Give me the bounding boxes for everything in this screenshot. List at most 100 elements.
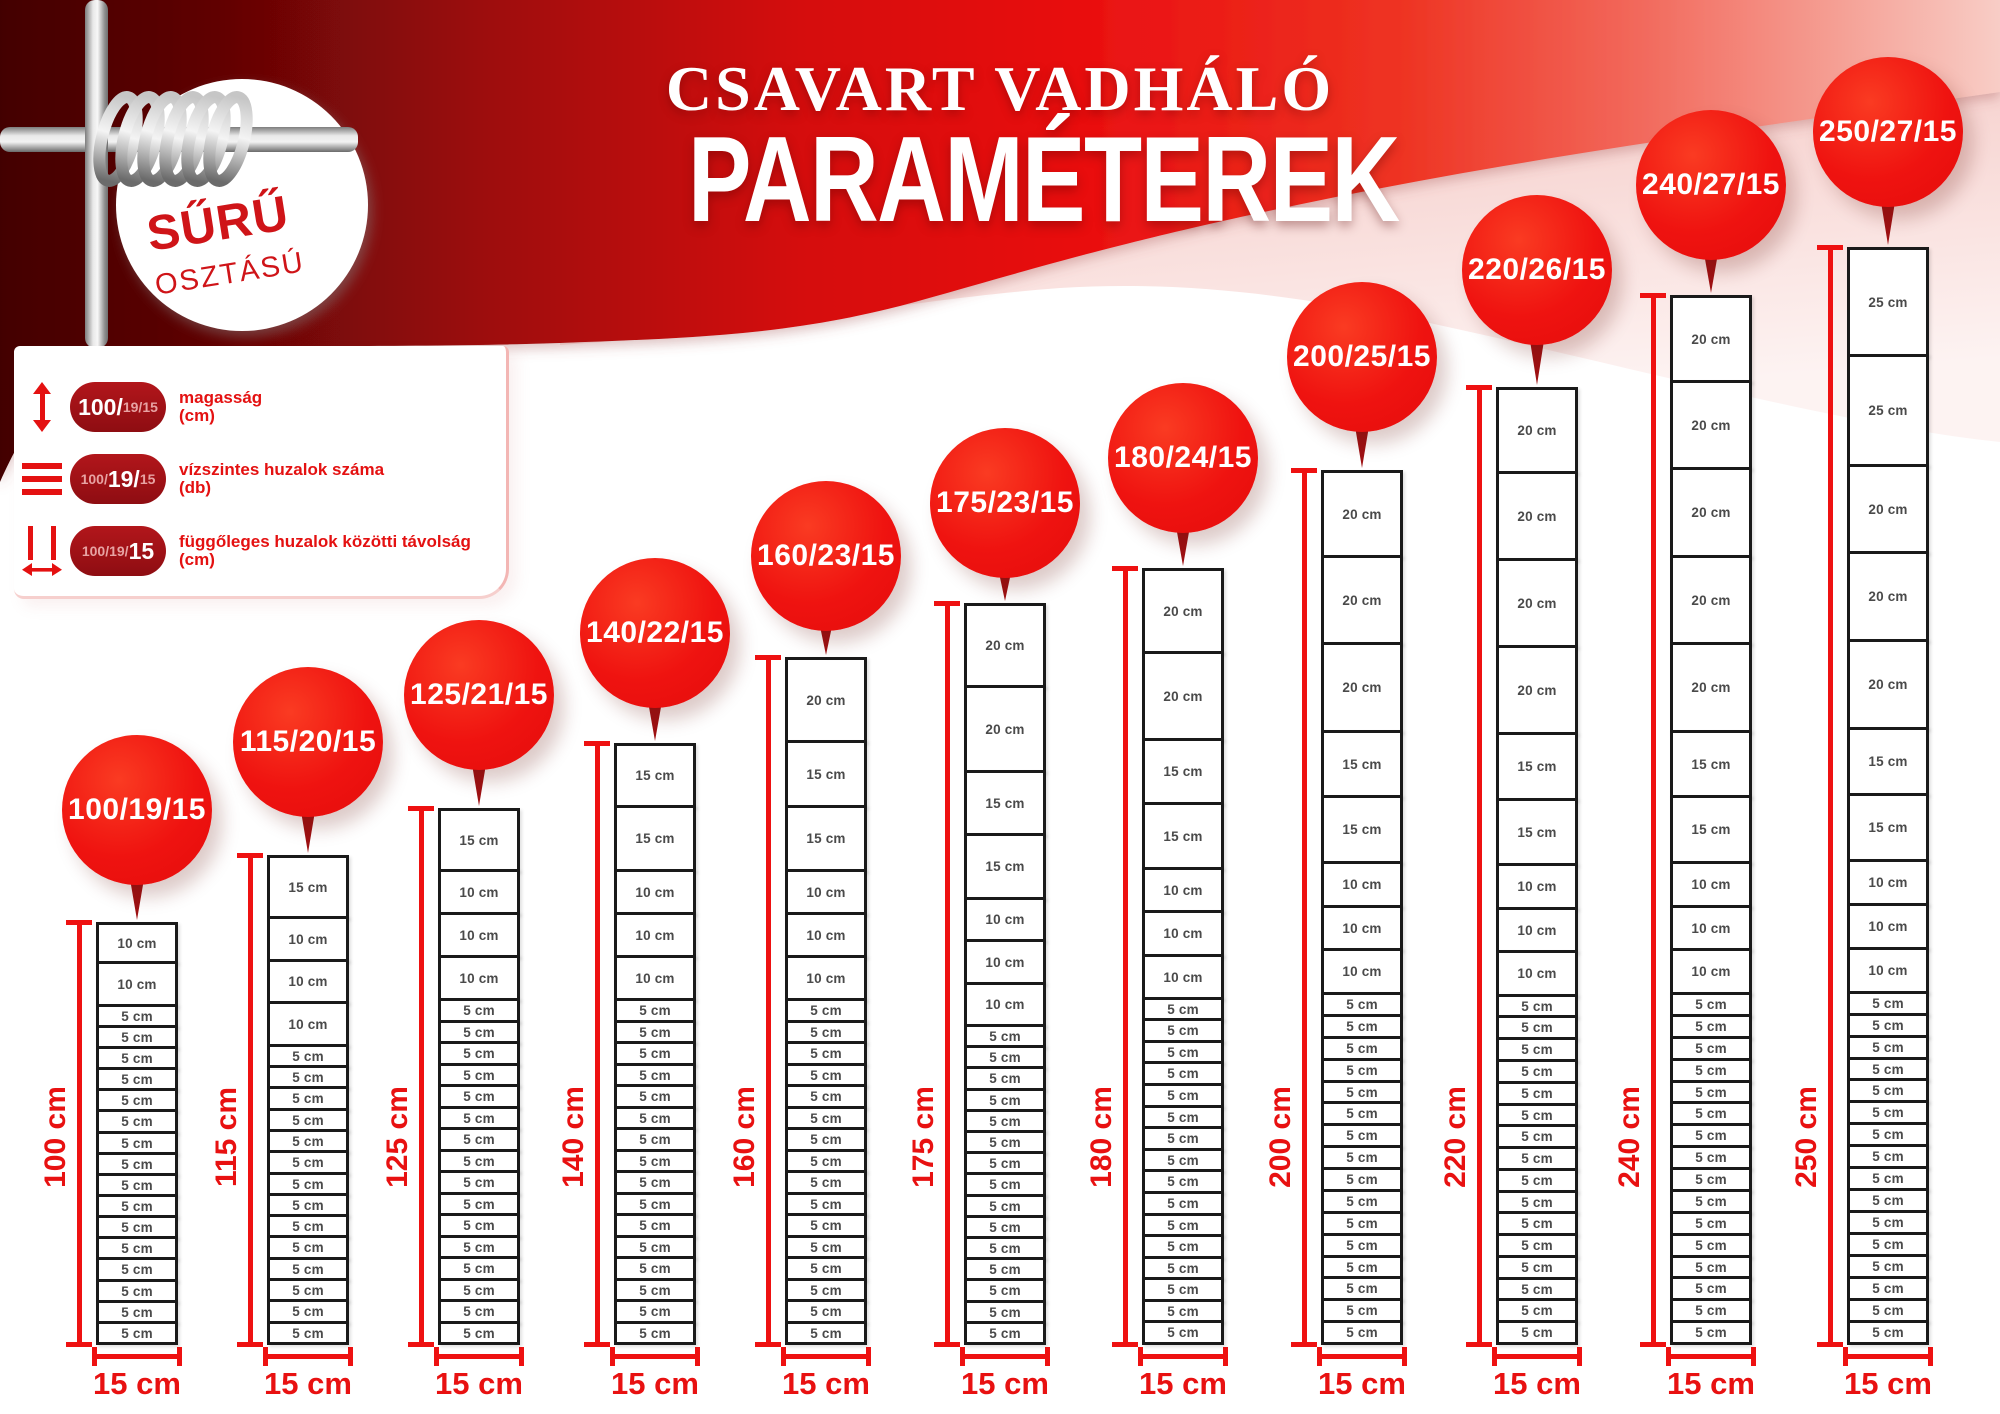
height-label: 115 cm [210, 1086, 243, 1188]
segment-box: 5 cm [267, 1193, 349, 1217]
height-measure-cap-top [1466, 385, 1492, 390]
segment-box: 20 cm [1142, 568, 1224, 654]
segment-box: 10 cm [1142, 867, 1224, 913]
segment-box: 5 cm [1847, 1276, 1929, 1301]
height-measure-cap-top [237, 853, 263, 858]
segment-box: 20 cm [1496, 558, 1578, 648]
segment-box: 10 cm [964, 939, 1046, 985]
segment-box: 5 cm [1321, 1167, 1403, 1192]
width-measure-cap-left [960, 1347, 965, 1366]
segment-box: 5 cm [1670, 1167, 1752, 1192]
width-measure-line [263, 1354, 353, 1359]
height-measure-cap-top [408, 806, 434, 811]
legend-label-text: magasság [179, 387, 263, 407]
segment-box: 10 cm [438, 955, 520, 1001]
parameter-balloon: 240/27/15 [1636, 110, 1786, 260]
segment-box: 15 cm [614, 743, 696, 808]
fence-column: 20 cm 20 cm 20 cm 15 cm 15 cm 10 cm 10 cm 10 cm… [1321, 470, 1403, 1345]
segment-box: 10 cm [614, 955, 696, 1001]
width-measure-cap-right [348, 1347, 353, 1366]
segment-box: 5 cm [1496, 1168, 1578, 1193]
segment-box: 5 cm [438, 998, 520, 1023]
segment-box: 10 cm [1321, 948, 1403, 995]
height-measure-line [766, 657, 771, 1345]
segment-box: 10 cm [96, 922, 178, 964]
segment-box: 20 cm [1670, 555, 1752, 645]
height-measure-line [1477, 387, 1482, 1345]
segment-box: 20 cm [1142, 651, 1224, 741]
height-measure-cap-top [755, 655, 781, 660]
height-label: 175 cm [907, 1086, 940, 1188]
parameter-balloon: 160/23/15 [751, 481, 901, 631]
pill-part: 15 [128, 537, 155, 564]
width-measure-line [1843, 1354, 1933, 1359]
segment-box: 5 cm [96, 1004, 178, 1028]
segment-box: 15 cm [1496, 732, 1578, 801]
segment-box: 20 cm [1321, 470, 1403, 558]
width-label: 15 cm [435, 1366, 523, 1401]
segment-box: 5 cm [614, 1256, 696, 1281]
legend-box: 100/19/15 magasság (cm) 100/19/15 vízszi… [14, 346, 509, 599]
segment-box: 10 cm [1847, 947, 1929, 994]
height-measure-cap-bottom [1466, 1342, 1492, 1347]
segment-box: 5 cm [1670, 1298, 1752, 1323]
segment-box: 5 cm [964, 1045, 1046, 1069]
segment-box: 25 cm [1847, 247, 1929, 357]
pill-part: 100/ [80, 471, 108, 487]
segment-box: 10 cm [1321, 905, 1403, 951]
width-measure-cap-right [1928, 1347, 1933, 1366]
width-label: 15 cm [1844, 1366, 1932, 1401]
segment-box: 10 cm [1142, 954, 1224, 1000]
segment-box: 20 cm [1496, 471, 1578, 561]
width-measure-cap-left [1138, 1347, 1143, 1366]
segment-box: 20 cm [1321, 642, 1403, 733]
height-measure-cap-top [66, 920, 92, 925]
height-measure-line [419, 808, 424, 1345]
segment-box: 5 cm [1321, 1255, 1403, 1279]
segment-box: 5 cm [785, 1321, 867, 1345]
width-measure-line [1666, 1354, 1756, 1359]
segment-box: 15 cm [1847, 793, 1929, 862]
segment-box: 5 cm [438, 1106, 520, 1130]
segment-box: 5 cm [785, 1149, 867, 1173]
height-measure-cap-top [1112, 566, 1138, 571]
segment-box: 20 cm [1496, 645, 1578, 735]
height-measure-cap-bottom [66, 1342, 92, 1347]
width-measure-cap-left [263, 1347, 268, 1366]
segment-box: 15 cm [785, 740, 867, 808]
legend-label-text: vízszintes huzalok száma [179, 459, 385, 479]
pill-part: 15 [139, 471, 156, 487]
segment-box: 5 cm [1496, 1320, 1578, 1345]
segment-box: 5 cm [1321, 1320, 1403, 1345]
segment-box: 10 cm [614, 869, 696, 915]
segment-box: 5 cm [1670, 1233, 1752, 1258]
legend-row-wire-count: 100/19/15 vízszintes huzalok száma (db) [14, 450, 506, 508]
pill-part: 100/19/ [81, 543, 129, 559]
segment-box: 15 cm [267, 855, 349, 919]
legend-pill-wire-count: 100/19/15 [70, 454, 166, 504]
segment-box: 10 cm [614, 912, 696, 958]
width-measure-line [1492, 1354, 1582, 1359]
segment-box: 15 cm [1496, 798, 1578, 866]
segment-box: 15 cm [1142, 802, 1224, 870]
segment-box: 10 cm [1142, 910, 1224, 957]
segment-box: 5 cm [1142, 1320, 1224, 1345]
segment-box: 5 cm [1496, 1103, 1578, 1127]
fence-column: 20 cm 15 cm 15 cm 10 cm 10 cm 10 cm 5 cm 5 cm 5 … [785, 657, 867, 1345]
parameter-balloon: 200/25/15 [1287, 282, 1437, 432]
height-label: 160 cm [728, 1086, 761, 1188]
width-label: 15 cm [1139, 1366, 1227, 1401]
fence-column: 20 cm 20 cm 15 cm 15 cm 10 cm 10 cm 10 cm 5 cm 5… [1142, 568, 1224, 1345]
width-measure-cap-left [610, 1347, 615, 1366]
width-measure-line [92, 1354, 182, 1359]
segment-box: 5 cm [438, 1084, 520, 1109]
segment-box: 5 cm [1321, 1189, 1403, 1214]
legend-row-height: 100/19/15 magasság (cm) [14, 378, 506, 436]
width-measure-cap-right [177, 1347, 182, 1366]
segment-box: 25 cm [1847, 354, 1929, 467]
segment-box: 5 cm [964, 1066, 1046, 1091]
segment-box: 5 cm [1847, 1298, 1929, 1323]
segment-box: 5 cm [964, 1278, 1046, 1303]
width-measure-cap-right [1402, 1347, 1407, 1366]
